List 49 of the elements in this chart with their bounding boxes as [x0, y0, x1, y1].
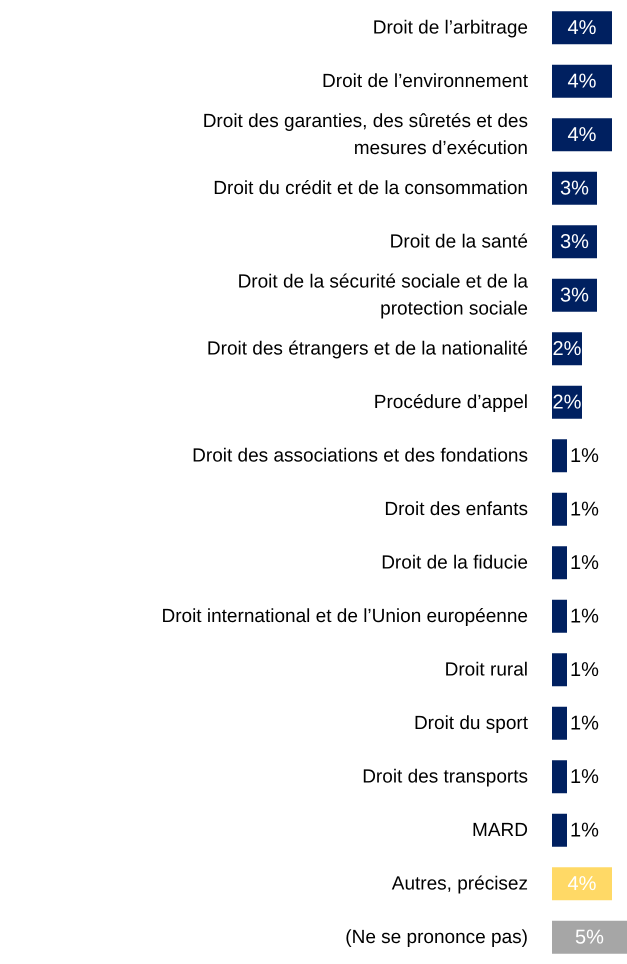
y-tick-label: (Ne se prononce pas)	[345, 926, 528, 948]
bar	[552, 867, 612, 900]
y-tick-label: Droit du crédit et de la consommation	[213, 178, 528, 199]
bar	[552, 11, 612, 44]
y-tick-label: Droit international et de l’Union européenne	[161, 606, 528, 627]
data-label: 1%	[570, 766, 600, 788]
y-tick-label: Droit des enfants	[384, 498, 528, 520]
data-label: 1%	[570, 552, 600, 574]
bar	[552, 706, 567, 740]
data-label: 2%	[552, 391, 582, 414]
bar	[552, 600, 567, 633]
bar	[552, 118, 612, 152]
bar	[552, 546, 567, 580]
y-tick-label: Droit du sport	[414, 712, 529, 734]
y-tick-label: Droit des étrangers et de la nationalité	[206, 338, 528, 360]
y-tick-label: Droit de l’arbitrage	[372, 17, 528, 38]
y-tick-label: Droit de la fiducie	[381, 552, 528, 574]
data-label: 3%	[560, 230, 590, 253]
y-tick-label: Autres, précisez	[392, 873, 528, 894]
bar	[552, 653, 567, 686]
y-tick-label: Droit rural	[444, 659, 528, 680]
bar	[552, 760, 567, 794]
y-tick-label: Droit des garanties, des sûretés et des mesures d’exécution	[202, 110, 528, 159]
bar	[552, 920, 627, 954]
data-label: 3%	[560, 284, 590, 306]
data-label: 1%	[570, 712, 600, 734]
y-tick-label: Droit des associations et des fondations	[192, 445, 528, 466]
data-label: 3%	[560, 177, 590, 200]
data-label: 4%	[568, 70, 597, 92]
y-tick-label: Droit de la sécurité sociale et de la protection sociale	[238, 271, 528, 320]
data-label: 4%	[568, 124, 597, 146]
data-label: 1%	[570, 658, 600, 681]
data-label: 2%	[552, 338, 582, 360]
data-label: 1%	[570, 444, 600, 467]
data-label: 1%	[570, 605, 600, 628]
data-label: 1%	[570, 819, 600, 842]
data-label: 4%	[568, 872, 597, 895]
y-tick-label: MARD	[472, 820, 528, 841]
data-label: 5%	[575, 926, 604, 948]
data-label: 4%	[568, 16, 597, 39]
bar	[552, 64, 612, 98]
y-tick-label: Droit des transports	[362, 766, 528, 788]
bar	[552, 814, 567, 847]
y-tick-label: Droit de l’environnement	[322, 70, 529, 92]
bar	[552, 492, 567, 526]
bar	[552, 439, 567, 472]
data-label: 1%	[570, 498, 600, 520]
y-tick-label: Droit de la santé	[390, 231, 528, 252]
y-tick-label: Procédure d’appel	[374, 392, 528, 413]
